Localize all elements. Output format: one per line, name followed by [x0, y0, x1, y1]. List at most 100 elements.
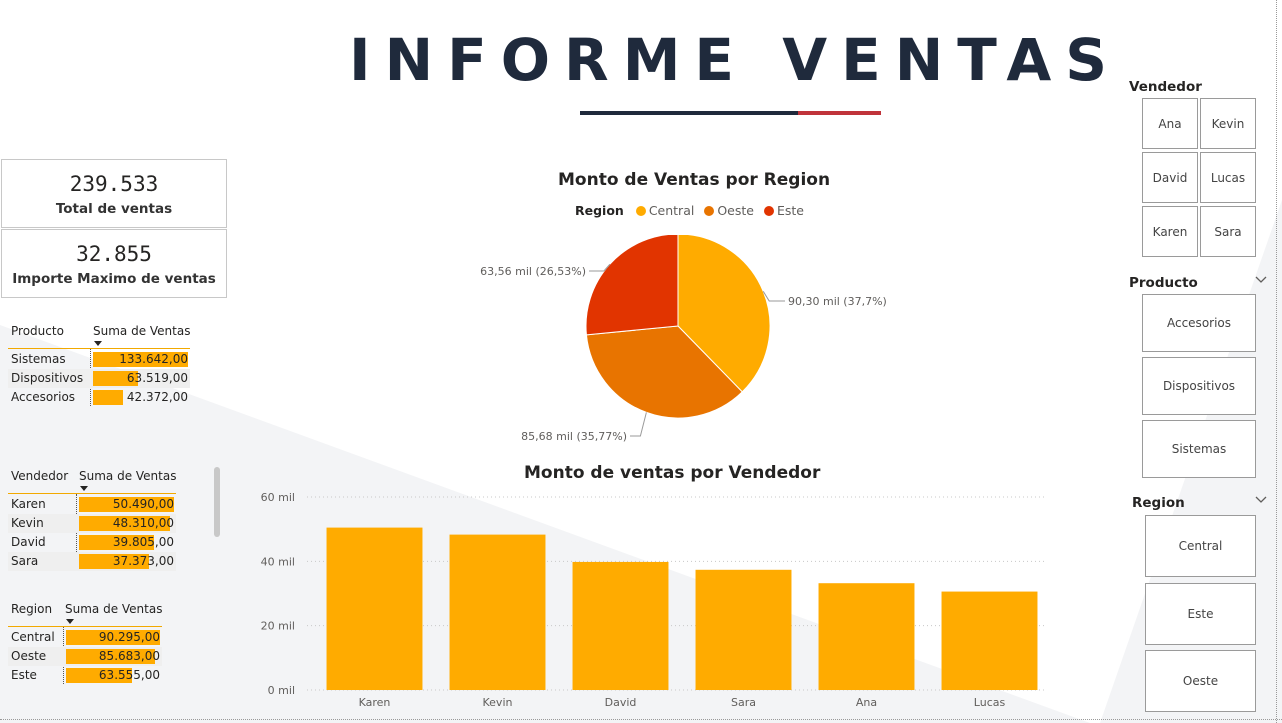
- slicer-option-ana[interactable]: Ana: [1142, 98, 1198, 149]
- legend-label: Este: [776, 203, 804, 218]
- kpi-card-max[interactable]: 32.855 Importe Maximo de ventas: [1, 229, 227, 298]
- chevron-down-icon[interactable]: [1255, 276, 1267, 284]
- sort-desc-icon[interactable]: [66, 619, 74, 624]
- slicer-title-producto: Producto: [1129, 275, 1198, 291]
- pie-data-label: 63,56 mil (26,53%): [480, 265, 586, 278]
- sort-desc-icon[interactable]: [80, 486, 88, 491]
- header-rule: [8, 626, 162, 627]
- kpi-total-label: Total de ventas: [55, 201, 173, 217]
- table-producto[interactable]: Producto Suma de Ventas Sistemas 133.642…: [8, 324, 198, 414]
- row-label: Central: [11, 630, 55, 644]
- legend-item-este[interactable]: Este: [763, 203, 804, 218]
- table-region[interactable]: Region Suma de Ventas Central 90.295,00 …: [8, 602, 168, 692]
- slicer-option-karen[interactable]: Karen: [1142, 206, 1198, 257]
- column-header-producto[interactable]: Producto: [11, 324, 64, 338]
- bar-chart-title: Monto de ventas por Vendedor: [524, 463, 821, 483]
- x-tick-label: David: [605, 696, 637, 709]
- header-rule: [8, 493, 176, 494]
- page-border-right: [1276, 0, 1277, 723]
- slicer-title-vendedor: Vendedor: [1129, 79, 1202, 95]
- row-value: 63.519,00: [126, 371, 188, 385]
- data-bar: [79, 554, 149, 569]
- slicer-option-david[interactable]: David: [1142, 152, 1198, 203]
- column-header-region[interactable]: Region: [11, 602, 53, 616]
- table-row[interactable]: Oeste 85.683,00: [8, 647, 162, 666]
- bar-chart[interactable]: 0 mil 20 mil 40 mil 60 mil Karen Kevin David Sa…: [255, 485, 1055, 715]
- data-bar: [66, 649, 155, 664]
- pie-slice-central[interactable]: [677, 235, 771, 393]
- y-tick-label: 0 mil: [268, 684, 295, 697]
- table-row[interactable]: Central 90.295,00: [8, 628, 162, 647]
- row-value: 37.373,00: [112, 554, 174, 568]
- legend-item-oeste[interactable]: Oeste: [704, 203, 754, 218]
- slicer-option-dispositivos[interactable]: Dispositivos: [1142, 357, 1256, 415]
- bar-karen[interactable]: [326, 527, 423, 690]
- title-underline-red: [798, 111, 881, 115]
- page-border-bottom: [0, 719, 1282, 720]
- kpi-max-label: Importe Maximo de ventas: [12, 271, 216, 287]
- table-scrollbar[interactable]: [214, 467, 220, 537]
- table-row[interactable]: Este 63.555,00: [8, 666, 162, 685]
- row-value: 133.642,00: [119, 352, 188, 366]
- slicer-option-kevin[interactable]: Kevin: [1200, 98, 1256, 149]
- pie-chart-title: Monto de Ventas por Region: [558, 170, 831, 190]
- pie-chart[interactable]: 90,30 mil (37,7%) 85,68 mil (35,77%) 63,56…: [470, 235, 900, 445]
- x-tick-label: Karen: [359, 696, 391, 709]
- pie-data-label: 85,68 mil (35,77%): [521, 430, 627, 443]
- table-row[interactable]: Dispositivos 63.519,00: [8, 369, 190, 388]
- table-row[interactable]: Karen 50.490,00: [8, 495, 176, 514]
- row-label: Accesorios: [11, 390, 76, 404]
- pie-leader-line: [630, 412, 647, 437]
- header-rule: [8, 348, 190, 349]
- row-label: Sistemas: [11, 352, 66, 366]
- legend-dot: [635, 206, 646, 216]
- y-tick-label: 40 mil: [261, 555, 295, 568]
- slicer-option-este[interactable]: Este: [1145, 583, 1256, 645]
- row-value: 48.310,00: [112, 516, 174, 530]
- slicer-title-region: Region: [1132, 495, 1185, 511]
- bar-ana[interactable]: [818, 583, 915, 690]
- row-label: Este: [11, 668, 37, 682]
- slicer-option-sara[interactable]: Sara: [1200, 206, 1256, 257]
- row-label: Karen: [11, 497, 46, 511]
- data-bar: [79, 497, 174, 512]
- slicer-option-central[interactable]: Central: [1145, 515, 1256, 577]
- kpi-card-total[interactable]: 239.533 Total de ventas: [1, 159, 227, 228]
- bar-sara[interactable]: [695, 569, 792, 690]
- data-bar: [66, 630, 160, 645]
- x-tick-label: Lucas: [974, 696, 1006, 709]
- column-header-suma-ventas[interactable]: Suma de Ventas: [93, 324, 191, 338]
- column-header-suma-ventas[interactable]: Suma de Ventas: [65, 602, 163, 616]
- bar-david[interactable]: [572, 561, 669, 690]
- row-value: 63.555,00: [98, 668, 160, 682]
- bar-kevin[interactable]: [449, 534, 546, 690]
- table-row[interactable]: Accesorios 42.372,00: [8, 388, 190, 407]
- column-header-vendedor[interactable]: Vendedor: [11, 469, 69, 483]
- slicer-option-sistemas[interactable]: Sistemas: [1142, 420, 1256, 478]
- data-bar: [79, 516, 170, 531]
- row-value: 42.372,00: [126, 390, 188, 404]
- bar-lucas[interactable]: [941, 591, 1038, 690]
- kpi-max-value: 32.855: [76, 242, 152, 266]
- table-vendedor[interactable]: Vendedor Suma de Ventas Karen 50.490,00 …: [8, 469, 180, 574]
- table-row[interactable]: David 39.805,00: [8, 533, 176, 552]
- legend-label: Oeste: [717, 203, 754, 218]
- row-label: Sara: [11, 554, 39, 568]
- row-value: 50.490,00: [112, 497, 174, 511]
- title-underline-dark: [580, 111, 798, 115]
- slicer-option-oeste[interactable]: Oeste: [1145, 650, 1256, 712]
- legend-title: Region: [575, 203, 624, 218]
- slicer-option-lucas[interactable]: Lucas: [1200, 152, 1256, 203]
- row-value: 85.683,00: [98, 649, 160, 663]
- pie-slice-este[interactable]: [585, 235, 679, 336]
- column-header-suma-ventas[interactable]: Suma de Ventas: [79, 469, 177, 483]
- y-tick-label: 60 mil: [261, 491, 295, 504]
- table-row[interactable]: Sistemas 133.642,00: [8, 350, 190, 369]
- legend-label: Central: [648, 203, 695, 218]
- slicer-option-accesorios[interactable]: Accesorios: [1142, 294, 1256, 352]
- chevron-down-icon[interactable]: [1255, 496, 1267, 504]
- legend-item-central[interactable]: Central: [635, 203, 695, 218]
- table-row[interactable]: Kevin 48.310,00: [8, 514, 176, 533]
- table-row[interactable]: Sara 37.373,00: [8, 552, 176, 571]
- sort-desc-icon[interactable]: [94, 341, 102, 346]
